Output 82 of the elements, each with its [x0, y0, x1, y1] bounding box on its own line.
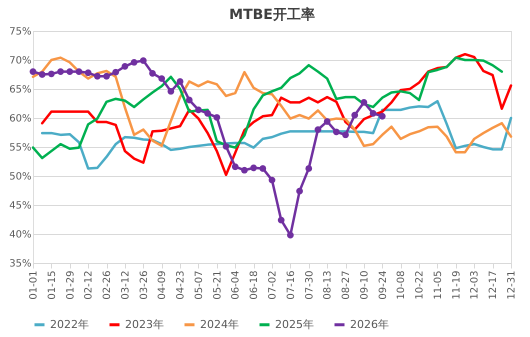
point — [112, 68, 120, 76]
x-tick-label: 12-31 — [506, 270, 518, 300]
point — [324, 118, 331, 125]
point — [30, 68, 36, 75]
point — [232, 163, 239, 170]
x-tick-label: 11-05 — [432, 270, 444, 300]
point — [57, 68, 64, 75]
point — [122, 63, 128, 70]
point — [287, 232, 294, 239]
legend-label: 2025年 — [275, 318, 314, 331]
point — [76, 68, 82, 75]
legend-label: 2026年 — [350, 318, 389, 331]
point — [103, 72, 110, 80]
point — [332, 128, 340, 136]
legend-label: 2022年 — [50, 318, 89, 331]
point — [186, 96, 193, 104]
y-tick-label: 70% — [9, 56, 32, 66]
x-tick-label: 08-13 — [322, 270, 334, 300]
point — [351, 112, 358, 118]
point — [48, 70, 55, 78]
point — [378, 112, 386, 120]
x-tick-label: 04-23 — [176, 270, 187, 300]
y-tick-label: 45% — [9, 200, 32, 212]
x-tick-label: 01-15 — [46, 270, 58, 300]
point — [66, 68, 74, 75]
line-series — [40, 100, 512, 170]
y-tick-label: 65% — [9, 84, 32, 96]
point — [195, 106, 202, 114]
x-tick-label: 07-02 — [268, 270, 278, 300]
point — [176, 78, 184, 85]
x-tick-label: 11-19 — [451, 270, 462, 300]
point — [140, 57, 147, 64]
x-tick-label: 10-22 — [414, 270, 426, 300]
y-tick-label: 50% — [9, 172, 32, 182]
point — [250, 164, 257, 172]
y-tick-label: 40% — [9, 230, 32, 240]
x-tick-label: 12-03 — [470, 270, 481, 300]
point — [305, 165, 312, 172]
x-tick-label: 09-24 — [378, 270, 389, 300]
x-tick-label: 07-30 — [304, 270, 316, 300]
legend-label: 2024年 — [200, 318, 239, 331]
x-tick-label: 01-29 — [65, 270, 76, 300]
point — [314, 126, 322, 133]
legend-label: 2023年 — [125, 318, 164, 331]
point — [38, 71, 46, 78]
point — [360, 98, 368, 106]
point — [94, 72, 101, 80]
y-tick-label: 60% — [9, 114, 32, 124]
x-tick-label: 08-27 — [341, 270, 352, 300]
chart-title: MTBE开工率 — [229, 6, 315, 23]
x-tick-label: 02-26 — [102, 270, 114, 300]
point — [84, 69, 92, 76]
x-tick-label: 03-12 — [120, 270, 132, 300]
x-tick-label: 05-21 — [212, 270, 224, 300]
point — [204, 110, 212, 117]
x-tick-label: 04-09 — [157, 270, 168, 300]
point — [259, 165, 266, 172]
x-tick-label: 06-04 — [230, 270, 242, 300]
point — [213, 114, 220, 121]
x-tick-label: 02-12 — [84, 270, 95, 300]
point — [296, 188, 303, 194]
point — [342, 131, 349, 138]
point — [149, 70, 156, 77]
x-tick-label: 10-08 — [396, 270, 408, 300]
point — [158, 75, 166, 82]
x-tick-label: 01-01 — [28, 270, 40, 300]
point — [370, 110, 376, 117]
y-tick-label: 75% — [9, 26, 32, 38]
x-tick-label: 06-18 — [249, 270, 260, 300]
point — [130, 58, 138, 66]
x-tick-label: 03-26 — [138, 270, 150, 300]
x-tick-label: 12-17 — [488, 270, 500, 300]
point — [222, 143, 230, 150]
point — [278, 216, 285, 224]
point — [241, 166, 248, 174]
point — [268, 176, 276, 184]
point — [168, 88, 174, 95]
x-tick-label: 05-07 — [194, 270, 205, 300]
x-tick-label: 09-10 — [359, 270, 370, 300]
y-tick-label: 55% — [9, 142, 32, 154]
x-tick-label: 07-16 — [286, 270, 297, 300]
y-tick-label: 35% — [9, 258, 32, 270]
